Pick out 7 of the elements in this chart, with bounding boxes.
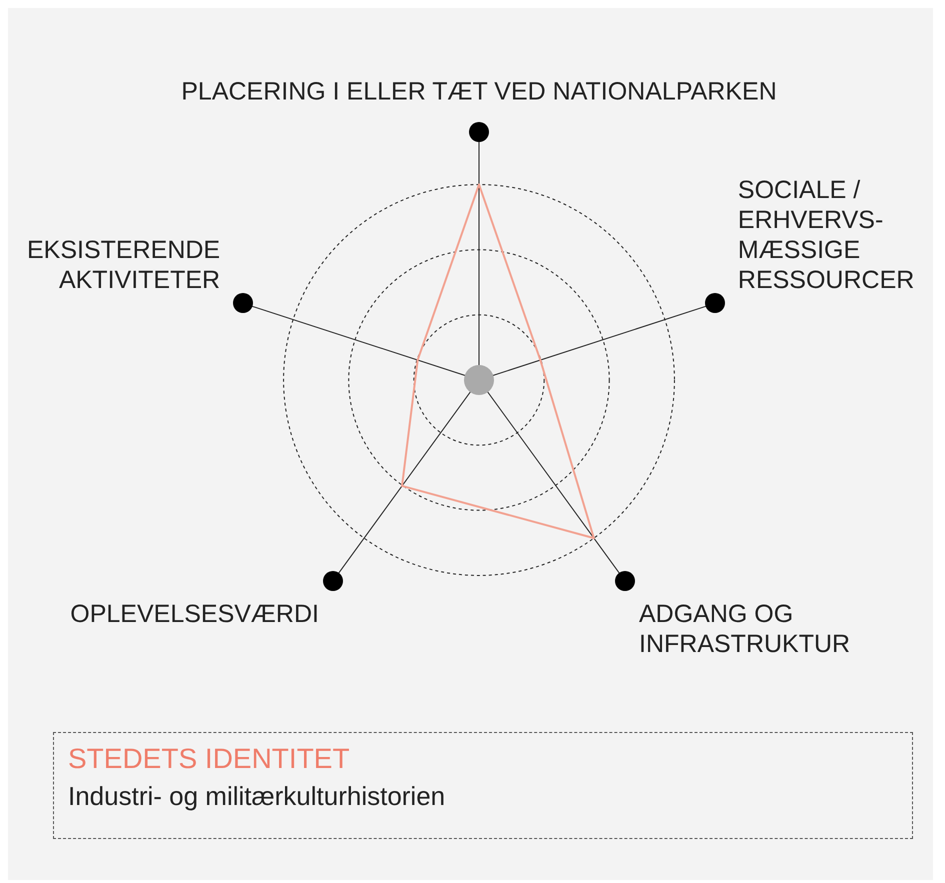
text: Industri- og militærkulturhistorien xyxy=(68,781,446,812)
spoke-label: ADGANG OG INFRASTRUKTUR xyxy=(639,600,850,658)
spoke-label: OPLEVELSESVÆRDI xyxy=(70,600,319,628)
spoke-label: SOCIALE / ERHVERVS-MÆSSIGE RESSOURCER xyxy=(738,176,914,294)
text: STEDETS IDENTITET xyxy=(68,743,351,775)
spoke-label: PLACERING I ELLER TÆT VED NATIONALPARKEN xyxy=(181,78,777,106)
spoke-label: EKSISTERENDE AKTIVITETER xyxy=(26,236,220,294)
